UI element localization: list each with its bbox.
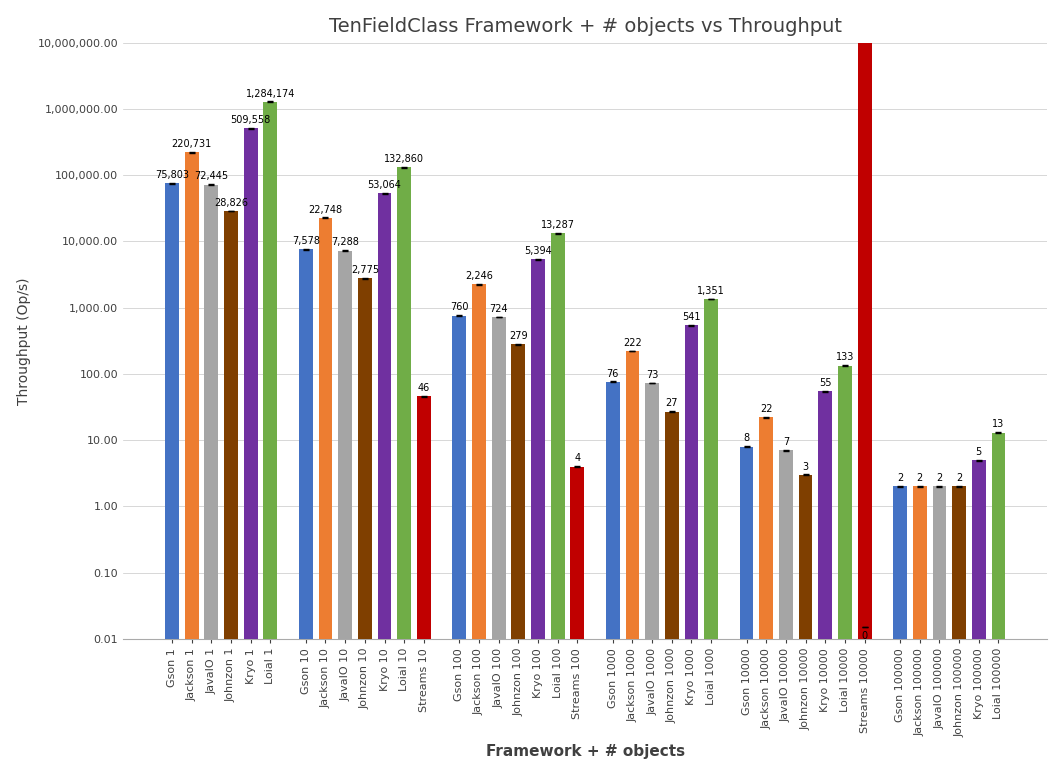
Text: 7,578: 7,578 xyxy=(292,236,320,246)
Text: 72,445: 72,445 xyxy=(195,171,229,182)
Bar xyxy=(225,211,238,776)
Text: 541: 541 xyxy=(682,312,701,322)
Text: 132,860: 132,860 xyxy=(384,154,425,164)
Text: 53,064: 53,064 xyxy=(367,180,401,190)
Bar xyxy=(952,487,966,776)
Bar xyxy=(512,345,526,776)
Bar xyxy=(665,411,679,776)
Bar xyxy=(358,279,371,776)
Text: 2: 2 xyxy=(916,473,922,483)
Text: 760: 760 xyxy=(450,303,468,312)
Text: 0: 0 xyxy=(862,632,868,641)
Bar xyxy=(397,167,411,776)
Text: 2,246: 2,246 xyxy=(465,271,493,281)
Text: 4: 4 xyxy=(575,453,580,463)
Text: 2: 2 xyxy=(897,473,903,483)
Bar xyxy=(165,183,179,776)
Bar xyxy=(244,128,257,776)
Bar xyxy=(204,185,218,776)
Bar xyxy=(818,391,832,776)
Text: 1,284,174: 1,284,174 xyxy=(246,88,295,99)
Bar xyxy=(378,193,392,776)
Bar xyxy=(913,487,927,776)
Text: 28,826: 28,826 xyxy=(214,198,248,208)
Bar xyxy=(551,234,565,776)
Text: 73: 73 xyxy=(646,369,659,379)
Text: 75,803: 75,803 xyxy=(155,170,189,180)
Bar xyxy=(605,382,619,776)
Text: 55: 55 xyxy=(819,378,832,388)
Bar xyxy=(704,299,718,776)
Text: 13: 13 xyxy=(993,419,1004,429)
Bar xyxy=(570,466,584,776)
Bar xyxy=(858,43,871,639)
Text: 13,287: 13,287 xyxy=(541,220,575,230)
Text: 509,558: 509,558 xyxy=(231,115,271,125)
Title: TenFieldClass Framework + # objects vs Throughput: TenFieldClass Framework + # objects vs T… xyxy=(329,16,842,36)
Bar xyxy=(264,102,278,776)
Text: 1,351: 1,351 xyxy=(697,286,725,296)
Text: 2,775: 2,775 xyxy=(351,265,379,275)
Bar xyxy=(452,316,466,776)
Text: 7: 7 xyxy=(783,437,789,447)
Text: 133: 133 xyxy=(835,352,854,362)
Text: 220,731: 220,731 xyxy=(171,139,212,149)
Bar xyxy=(417,397,431,776)
Text: 8: 8 xyxy=(744,433,750,443)
Bar xyxy=(684,325,698,776)
Text: 3: 3 xyxy=(802,462,809,472)
Bar xyxy=(185,152,199,776)
Text: 222: 222 xyxy=(624,338,642,348)
Bar xyxy=(531,259,545,776)
Text: 76: 76 xyxy=(606,369,619,379)
Bar xyxy=(992,433,1005,776)
Text: 22,748: 22,748 xyxy=(309,205,343,215)
Bar xyxy=(838,365,852,776)
Bar xyxy=(893,487,907,776)
Text: 2: 2 xyxy=(936,473,943,483)
Bar xyxy=(932,487,946,776)
Text: 2: 2 xyxy=(955,473,962,483)
Text: 724: 724 xyxy=(489,303,508,314)
Bar xyxy=(472,285,486,776)
Bar xyxy=(492,317,505,776)
Bar xyxy=(318,218,332,776)
Text: 5,394: 5,394 xyxy=(525,246,552,256)
Y-axis label: Throughput (Op/s): Throughput (Op/s) xyxy=(17,277,31,404)
Bar xyxy=(779,450,793,776)
Bar xyxy=(645,383,659,776)
Bar xyxy=(799,475,813,776)
Bar xyxy=(626,351,639,776)
Text: 5: 5 xyxy=(976,447,982,457)
Bar xyxy=(338,251,352,776)
Text: 7,288: 7,288 xyxy=(331,237,359,248)
Text: 27: 27 xyxy=(666,398,678,408)
Bar xyxy=(760,417,774,776)
Text: 279: 279 xyxy=(509,331,528,341)
Text: 22: 22 xyxy=(760,404,772,414)
Bar xyxy=(739,446,753,776)
X-axis label: Framework + # objects: Framework + # objects xyxy=(485,744,685,760)
Bar xyxy=(971,460,985,776)
Bar xyxy=(299,249,313,776)
Text: 46: 46 xyxy=(418,383,430,393)
